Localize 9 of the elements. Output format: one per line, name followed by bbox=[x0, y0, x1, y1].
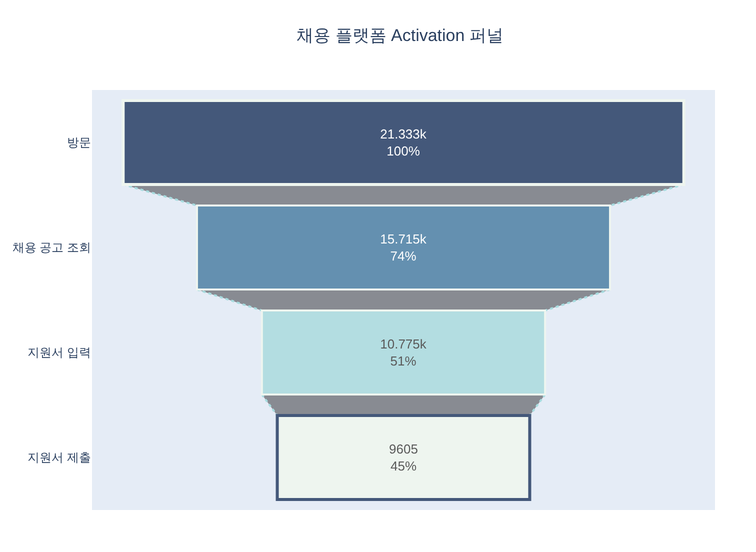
data-label: 21.333k 100% bbox=[380, 126, 427, 158]
data-label: 15.715k 74% bbox=[380, 232, 427, 264]
text: 채용 플랫폼 Activation 퍼널 bbox=[296, 26, 504, 45]
category-label: 지원서 제출 bbox=[28, 450, 91, 465]
category-label: 방문 bbox=[67, 136, 91, 150]
data-label: 10.775k 51% bbox=[380, 336, 427, 368]
category-label: 지원서 입력 bbox=[28, 346, 91, 360]
category-label: 채용 공고 조회 bbox=[12, 240, 91, 255]
data-label: 9605 45% bbox=[389, 442, 418, 474]
